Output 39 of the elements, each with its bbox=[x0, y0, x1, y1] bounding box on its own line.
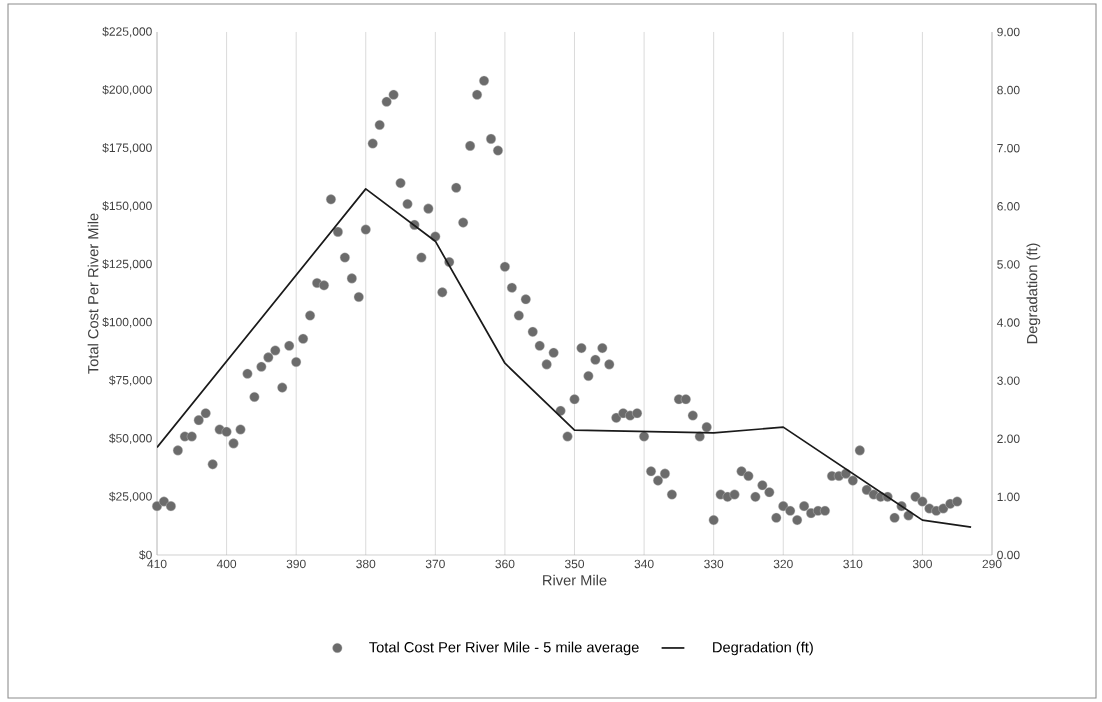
y2-axis-title: Degradation (ft) bbox=[1026, 243, 1041, 344]
y-tick-label: $150,000 bbox=[102, 201, 152, 212]
x-tick-label: 360 bbox=[495, 559, 515, 569]
y2-tick-label: 0.00 bbox=[997, 550, 1020, 560]
y-tick-label: $175,000 bbox=[102, 143, 152, 154]
y2-tick-label: 2.00 bbox=[997, 434, 1020, 444]
x-tick-label: 390 bbox=[286, 559, 306, 569]
y-tick-label: $225,000 bbox=[102, 26, 152, 38]
y2-tick-label: 8.00 bbox=[997, 85, 1020, 95]
y-tick-label: $100,000 bbox=[102, 317, 152, 328]
x-tick-label: 320 bbox=[773, 559, 793, 569]
y2-tick-label: 7.00 bbox=[997, 143, 1020, 153]
y2-tick-label: 5.00 bbox=[997, 260, 1020, 269]
y2-tick-label: 6.00 bbox=[997, 202, 1020, 211]
line-series bbox=[157, 188, 972, 528]
y-tick-label: $50,000 bbox=[109, 433, 152, 444]
x-tick-label: 350 bbox=[564, 559, 585, 569]
legend-label: Degradation (ft) bbox=[713, 641, 813, 656]
x-tick-label: 340 bbox=[634, 559, 654, 569]
x-axis-title: River Mile bbox=[543, 574, 607, 586]
x-tick-label: 290 bbox=[982, 559, 1002, 569]
legend-label: Total Cost Per River Mile - 5 mile average bbox=[369, 641, 639, 656]
y2-tick-label: 1.00 bbox=[997, 492, 1020, 502]
x-tick-label: 410 bbox=[147, 559, 167, 569]
y-tick-label: $125,000 bbox=[102, 259, 152, 270]
y-tick-label: $0 bbox=[139, 550, 152, 560]
y-tick-label: $200,000 bbox=[102, 84, 152, 96]
x-tick-label: 400 bbox=[216, 559, 237, 569]
x-tick-label: 300 bbox=[912, 559, 932, 569]
x-tick-label: 310 bbox=[843, 559, 863, 569]
y2-tick-label: 4.00 bbox=[996, 318, 1020, 327]
y-axis-title: Total Cost Per River Mile bbox=[87, 213, 99, 374]
x-tick-label: 380 bbox=[356, 559, 376, 569]
y2-tick-label: 9.00 bbox=[997, 27, 1020, 37]
y2-tick-label: 3.00 bbox=[997, 376, 1020, 385]
y-tick-label: $25,000 bbox=[109, 491, 152, 503]
x-tick-label: 370 bbox=[425, 559, 445, 569]
x-tick-label: 330 bbox=[704, 559, 724, 569]
y-tick-label: $75,000 bbox=[109, 375, 152, 386]
